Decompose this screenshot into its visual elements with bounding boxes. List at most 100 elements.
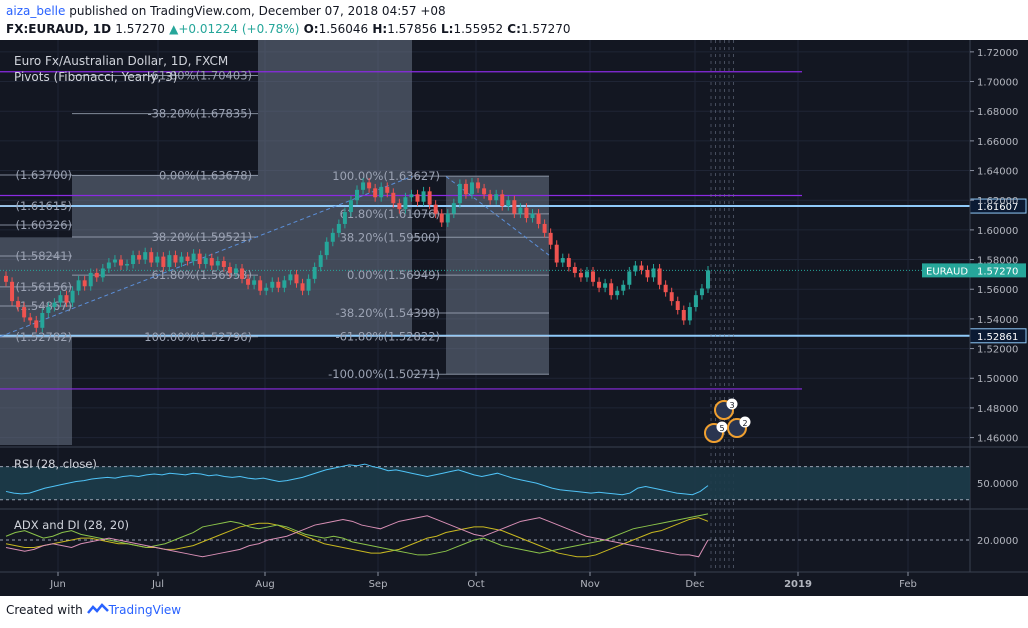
close-label: C:	[507, 22, 521, 36]
candle-body-111	[675, 301, 680, 310]
candle-body-91	[554, 244, 559, 263]
adx-series-0	[5, 517, 709, 558]
candle-body-103	[627, 271, 632, 285]
candle-body-44	[270, 281, 275, 288]
candle-body-2	[16, 301, 21, 308]
event-count-0: 3	[729, 401, 734, 410]
candle-body-112	[681, 310, 686, 321]
candle-body-97	[591, 271, 596, 282]
candle-body-14	[88, 272, 93, 287]
candle-body-30	[185, 256, 190, 262]
candle-body-75	[457, 183, 462, 204]
fib-box-1	[72, 175, 258, 337]
fib-label-2-4: (1.56156)	[15, 280, 72, 294]
fib-label-0-0: -61.80%(1.70403)	[147, 69, 252, 83]
candle-body-63	[385, 186, 390, 193]
candle-body-48	[294, 274, 299, 284]
x-tick-label-3: Sep	[369, 579, 388, 590]
candle-body-105	[639, 265, 644, 270]
candle-body-25	[155, 256, 160, 263]
fib-label-0-5: 100.00%(1.52796)	[144, 330, 252, 344]
rsi-pane: RSI (28, close) 50.0000	[0, 446, 1028, 501]
candle-body-95	[578, 272, 583, 278]
candle-body-76	[463, 183, 468, 195]
event-count-1: 5	[719, 424, 724, 433]
candle-body-106	[645, 269, 650, 278]
event-badge-0	[726, 398, 738, 410]
candle-body-50	[306, 278, 311, 291]
x-tick-label-1: Jul	[151, 579, 164, 590]
candle-body-31	[191, 253, 196, 262]
candle-body-100	[609, 283, 614, 296]
candle-body-79	[482, 188, 487, 195]
candle-body-9	[58, 295, 63, 303]
candle-body-67	[409, 194, 414, 198]
candle-body-36	[221, 261, 226, 267]
sr-label-4: 1.52861	[977, 332, 1018, 343]
candle-body-68	[415, 194, 420, 202]
events: 3 5 2	[704, 398, 751, 443]
candle-body-109	[663, 284, 668, 293]
candles	[4, 40, 734, 572]
candle-body-60	[367, 182, 372, 189]
author-link[interactable]: aiza_belle	[6, 4, 66, 18]
candle-body-13	[82, 280, 87, 287]
candle-body-89	[542, 223, 547, 233]
x-tick-label-8: Feb	[899, 579, 917, 590]
event-count-2: 2	[742, 419, 747, 428]
candle-body-87	[530, 213, 535, 219]
x-tick-label-4: Oct	[467, 579, 484, 590]
y-tick-label-7: 1.58000	[977, 256, 1018, 267]
candle-body-23	[143, 252, 148, 260]
candle-body-71	[433, 204, 438, 214]
candle-body-101	[615, 290, 620, 296]
fib-label-1-0: 100.00%(1.63627)	[332, 169, 440, 183]
fib-label-1-2: 38.20%(1.59500)	[340, 230, 440, 244]
candle-body-82	[500, 194, 505, 207]
candle-body-66	[403, 197, 408, 210]
rsi-band	[0, 466, 970, 500]
tradingview-link[interactable]: TradingView	[108, 603, 182, 617]
candle-body-74	[451, 203, 456, 214]
indicator-label: Pivots (Fibonacci, Yearly, 3)	[14, 70, 177, 84]
horizontal-lines: 1.61607 1.52861	[0, 71, 1027, 390]
candle-body-72	[439, 213, 444, 223]
candle-body-21	[131, 255, 136, 265]
candle-body-32	[197, 253, 202, 265]
candle-body-37	[227, 266, 232, 273]
fib-label-1-1: 61.80%(1.61076)	[340, 207, 440, 221]
candle-body-59	[361, 182, 366, 190]
open-label: O:	[303, 22, 319, 36]
fib-label-1-3: 0.00%(1.56949)	[347, 268, 440, 282]
candle-body-55	[336, 223, 341, 233]
y-tick-label-9: 1.54000	[977, 315, 1018, 326]
candle-body-114	[693, 295, 698, 308]
candle-body-113	[687, 307, 692, 321]
created-with-text: Created with	[6, 603, 83, 617]
candle-body-85	[518, 207, 523, 214]
candle-body-58	[355, 189, 359, 201]
candle-body-49	[300, 283, 305, 291]
candle-body-10	[64, 295, 69, 303]
candle-body-53	[324, 241, 329, 256]
last-price: 1.57270	[115, 22, 165, 36]
fib-label-2-6: (1.52782)	[15, 330, 72, 344]
price-label-value: 1.57270	[977, 266, 1018, 277]
candle-body-12	[76, 280, 81, 291]
x-tick-label-5: Nov	[580, 579, 600, 590]
candle-body-61	[373, 188, 378, 198]
candle-body-17	[106, 262, 111, 269]
candle-body-19	[118, 259, 123, 266]
y-tick-label-1: 1.70000	[977, 78, 1018, 89]
x-tick-label-2: Aug	[255, 579, 275, 590]
candle-body-83	[506, 200, 511, 207]
fib-label-1-4: -38.20%(1.54398)	[335, 306, 440, 320]
candle-body-80	[488, 194, 493, 201]
fib-diagonal-2	[445, 176, 550, 256]
chart-area[interactable]: 1.61607 1.52861 -61.80%(1.70403) -38.20%(1…	[0, 40, 1028, 596]
candle-body-40	[246, 278, 251, 285]
rsi-title: RSI (28, close)	[14, 457, 97, 471]
low-value: 1.55952	[453, 22, 504, 36]
fib-levels: -61.80%(1.70403) -38.20%(1.67835) 0.00%(1.…	[0, 69, 550, 381]
rsi-tick-label: 50.0000	[977, 479, 1018, 490]
